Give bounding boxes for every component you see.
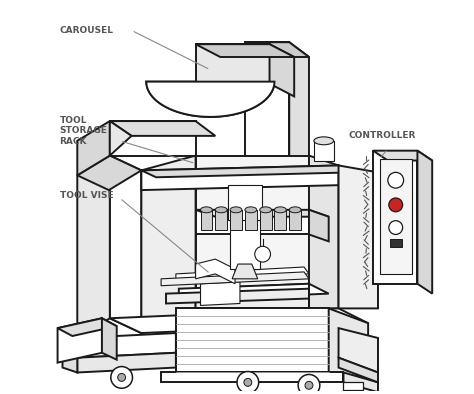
Polygon shape xyxy=(110,121,131,156)
Polygon shape xyxy=(230,220,260,269)
Polygon shape xyxy=(232,264,258,279)
Polygon shape xyxy=(110,156,141,333)
Polygon shape xyxy=(338,328,378,372)
Polygon shape xyxy=(196,44,270,84)
Polygon shape xyxy=(146,82,274,117)
Polygon shape xyxy=(418,151,432,294)
Polygon shape xyxy=(110,121,215,136)
Circle shape xyxy=(118,374,126,381)
Polygon shape xyxy=(63,338,92,358)
Polygon shape xyxy=(196,210,328,217)
Polygon shape xyxy=(176,309,328,372)
Polygon shape xyxy=(110,121,196,156)
Polygon shape xyxy=(380,158,412,274)
Polygon shape xyxy=(196,259,235,284)
Polygon shape xyxy=(274,210,286,230)
Polygon shape xyxy=(373,151,418,284)
Polygon shape xyxy=(228,185,262,220)
Polygon shape xyxy=(77,121,110,175)
Polygon shape xyxy=(77,156,110,338)
Polygon shape xyxy=(215,210,227,230)
Polygon shape xyxy=(245,210,257,230)
Polygon shape xyxy=(77,353,176,372)
FancyBboxPatch shape xyxy=(390,240,401,247)
Circle shape xyxy=(255,246,271,262)
Polygon shape xyxy=(141,156,196,333)
Polygon shape xyxy=(77,156,141,190)
Polygon shape xyxy=(161,272,309,286)
Polygon shape xyxy=(110,309,368,333)
Polygon shape xyxy=(57,318,117,336)
Polygon shape xyxy=(338,165,378,309)
Ellipse shape xyxy=(314,137,334,145)
Polygon shape xyxy=(77,333,176,358)
Polygon shape xyxy=(289,42,309,190)
Polygon shape xyxy=(141,165,338,190)
Ellipse shape xyxy=(260,207,272,213)
Polygon shape xyxy=(196,210,309,234)
Polygon shape xyxy=(314,141,334,160)
Polygon shape xyxy=(166,289,309,303)
Polygon shape xyxy=(196,294,309,309)
Polygon shape xyxy=(201,282,240,305)
Polygon shape xyxy=(179,284,309,299)
Circle shape xyxy=(388,172,404,188)
Circle shape xyxy=(298,374,320,394)
Polygon shape xyxy=(309,156,338,309)
Text: TOOL
STORAGE
RACK: TOOL STORAGE RACK xyxy=(60,116,108,146)
Polygon shape xyxy=(344,372,378,392)
Polygon shape xyxy=(196,44,294,57)
Polygon shape xyxy=(309,210,328,242)
Polygon shape xyxy=(196,156,309,309)
Ellipse shape xyxy=(201,207,212,213)
Text: TOOL VISE: TOOL VISE xyxy=(60,191,113,199)
Polygon shape xyxy=(102,318,117,360)
Ellipse shape xyxy=(215,207,227,213)
Polygon shape xyxy=(338,358,378,382)
Polygon shape xyxy=(196,284,328,299)
Circle shape xyxy=(244,378,252,386)
Circle shape xyxy=(305,381,313,389)
Polygon shape xyxy=(161,372,344,382)
Ellipse shape xyxy=(245,207,257,213)
Polygon shape xyxy=(57,318,102,362)
Ellipse shape xyxy=(289,207,301,213)
Polygon shape xyxy=(176,267,309,281)
FancyBboxPatch shape xyxy=(344,382,363,390)
Polygon shape xyxy=(146,82,274,117)
Ellipse shape xyxy=(274,207,286,213)
Polygon shape xyxy=(373,151,432,160)
Polygon shape xyxy=(201,210,212,230)
Text: CONTROLLER: CONTROLLER xyxy=(348,131,416,140)
Circle shape xyxy=(389,221,402,234)
Circle shape xyxy=(389,198,402,212)
Text: CAROUSEL: CAROUSEL xyxy=(60,26,114,35)
Polygon shape xyxy=(289,210,301,230)
Circle shape xyxy=(237,372,259,393)
Ellipse shape xyxy=(230,207,242,213)
Polygon shape xyxy=(141,165,353,177)
Polygon shape xyxy=(245,42,309,57)
Polygon shape xyxy=(245,42,289,175)
Polygon shape xyxy=(63,338,77,372)
Polygon shape xyxy=(328,309,368,377)
Polygon shape xyxy=(260,210,272,230)
Circle shape xyxy=(111,366,133,388)
Polygon shape xyxy=(230,210,242,230)
Polygon shape xyxy=(270,44,294,97)
